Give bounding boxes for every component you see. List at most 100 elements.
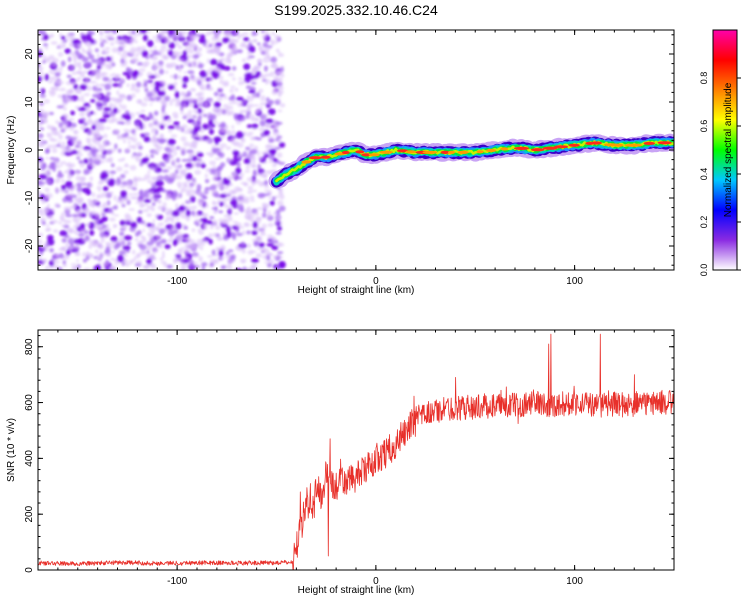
noise-blob [160, 44, 167, 50]
noise-blob [45, 59, 50, 63]
noise-blob [230, 46, 238, 51]
noise-blob [112, 224, 117, 229]
noise-blob [67, 199, 74, 203]
noise-blob [76, 156, 80, 160]
noise-blob [105, 259, 109, 264]
noise-blob [258, 44, 262, 50]
noise-blob [201, 265, 206, 270]
noise-blob [231, 130, 236, 135]
noise-blob [213, 120, 218, 124]
spectrogram-x-tick-label: 100 [566, 276, 583, 287]
noise-blob [139, 202, 145, 208]
noise-blob [149, 54, 154, 58]
noise-blob [243, 37, 250, 42]
noise-blob [113, 195, 117, 201]
noise-blob [180, 40, 186, 43]
noise-blob [252, 171, 257, 177]
noise-blob [274, 78, 281, 83]
noise-blob [56, 173, 64, 178]
noise-blob [81, 182, 88, 187]
noise-blob [154, 144, 160, 148]
noise-blob [136, 99, 143, 104]
noise-blob [66, 147, 72, 153]
noise-blob [201, 87, 207, 91]
noise-blob [42, 258, 48, 263]
snr-x-label: Height of straight line (km) [298, 585, 415, 596]
noise-blob [187, 264, 195, 268]
noise-blob [148, 114, 154, 120]
noise-blob [120, 174, 126, 179]
noise-blob [150, 57, 158, 61]
noise-blob [95, 254, 103, 259]
noise-blob [150, 195, 155, 200]
noise-blob [153, 65, 159, 70]
noise-blob [135, 81, 142, 88]
noise-blob [83, 230, 89, 235]
noise-blob [161, 119, 166, 123]
noise-blob [228, 111, 232, 116]
noise-blob [209, 30, 213, 34]
noise-blob [213, 202, 220, 205]
noise-blob [199, 47, 203, 51]
noise-blob [246, 230, 251, 235]
noise-blob [234, 87, 239, 92]
noise-blob [168, 129, 173, 133]
noise-blob [69, 150, 79, 155]
noise-blob [171, 210, 180, 217]
noise-blob [120, 53, 128, 59]
noise-blob [104, 252, 112, 257]
noise-blob [251, 258, 259, 263]
noise-blob [241, 230, 246, 236]
noise-blob [187, 49, 195, 54]
noise-blob [124, 163, 128, 167]
noise-blob [120, 38, 127, 42]
noise-blob [94, 48, 99, 53]
noise-blob [167, 239, 173, 243]
noise-blob [160, 30, 167, 34]
noise-blob [143, 132, 150, 136]
noise-blob [196, 97, 204, 102]
noise-blob [169, 62, 177, 68]
noise-blob [191, 100, 196, 104]
noise-blob [210, 189, 218, 194]
noise-blob [262, 75, 267, 80]
noise-blob [60, 161, 67, 165]
noise-blob [99, 195, 103, 198]
noise-blob [173, 73, 178, 80]
noise-blob [173, 192, 178, 197]
noise-blob [198, 63, 204, 69]
noise-blob [209, 168, 216, 172]
noise-blob [44, 45, 49, 50]
noise-blob [172, 239, 178, 247]
noise-blob [241, 109, 249, 113]
noise-blob [256, 108, 260, 114]
snr-x-tick-label: 0 [373, 576, 379, 587]
noise-blob [39, 88, 43, 93]
noise-blob [173, 30, 177, 35]
signal-hotspot [301, 160, 312, 164]
noise-blob [129, 219, 134, 223]
noise-blob [59, 230, 68, 237]
noise-blob [61, 184, 67, 191]
noise-blob [110, 174, 114, 178]
noise-blob [150, 83, 156, 88]
noise-blob [176, 234, 184, 240]
noise-blob [171, 159, 177, 164]
noise-blob [63, 219, 68, 224]
noise-blob [202, 195, 208, 200]
signal-hotspot [613, 143, 624, 147]
noise-blob [109, 266, 117, 270]
noise-blob [76, 185, 83, 193]
noise-blob [189, 37, 195, 43]
noise-blob [182, 83, 187, 89]
noise-blob [268, 170, 272, 175]
noise-blob [126, 83, 130, 88]
noise-blob [278, 51, 282, 58]
noise-blob [170, 154, 175, 159]
noise-blob [118, 82, 123, 89]
noise-blob [137, 48, 144, 52]
noise-blob [135, 126, 141, 131]
noise-blob [249, 195, 255, 200]
noise-blob [151, 128, 155, 134]
noise-blob [187, 110, 192, 115]
